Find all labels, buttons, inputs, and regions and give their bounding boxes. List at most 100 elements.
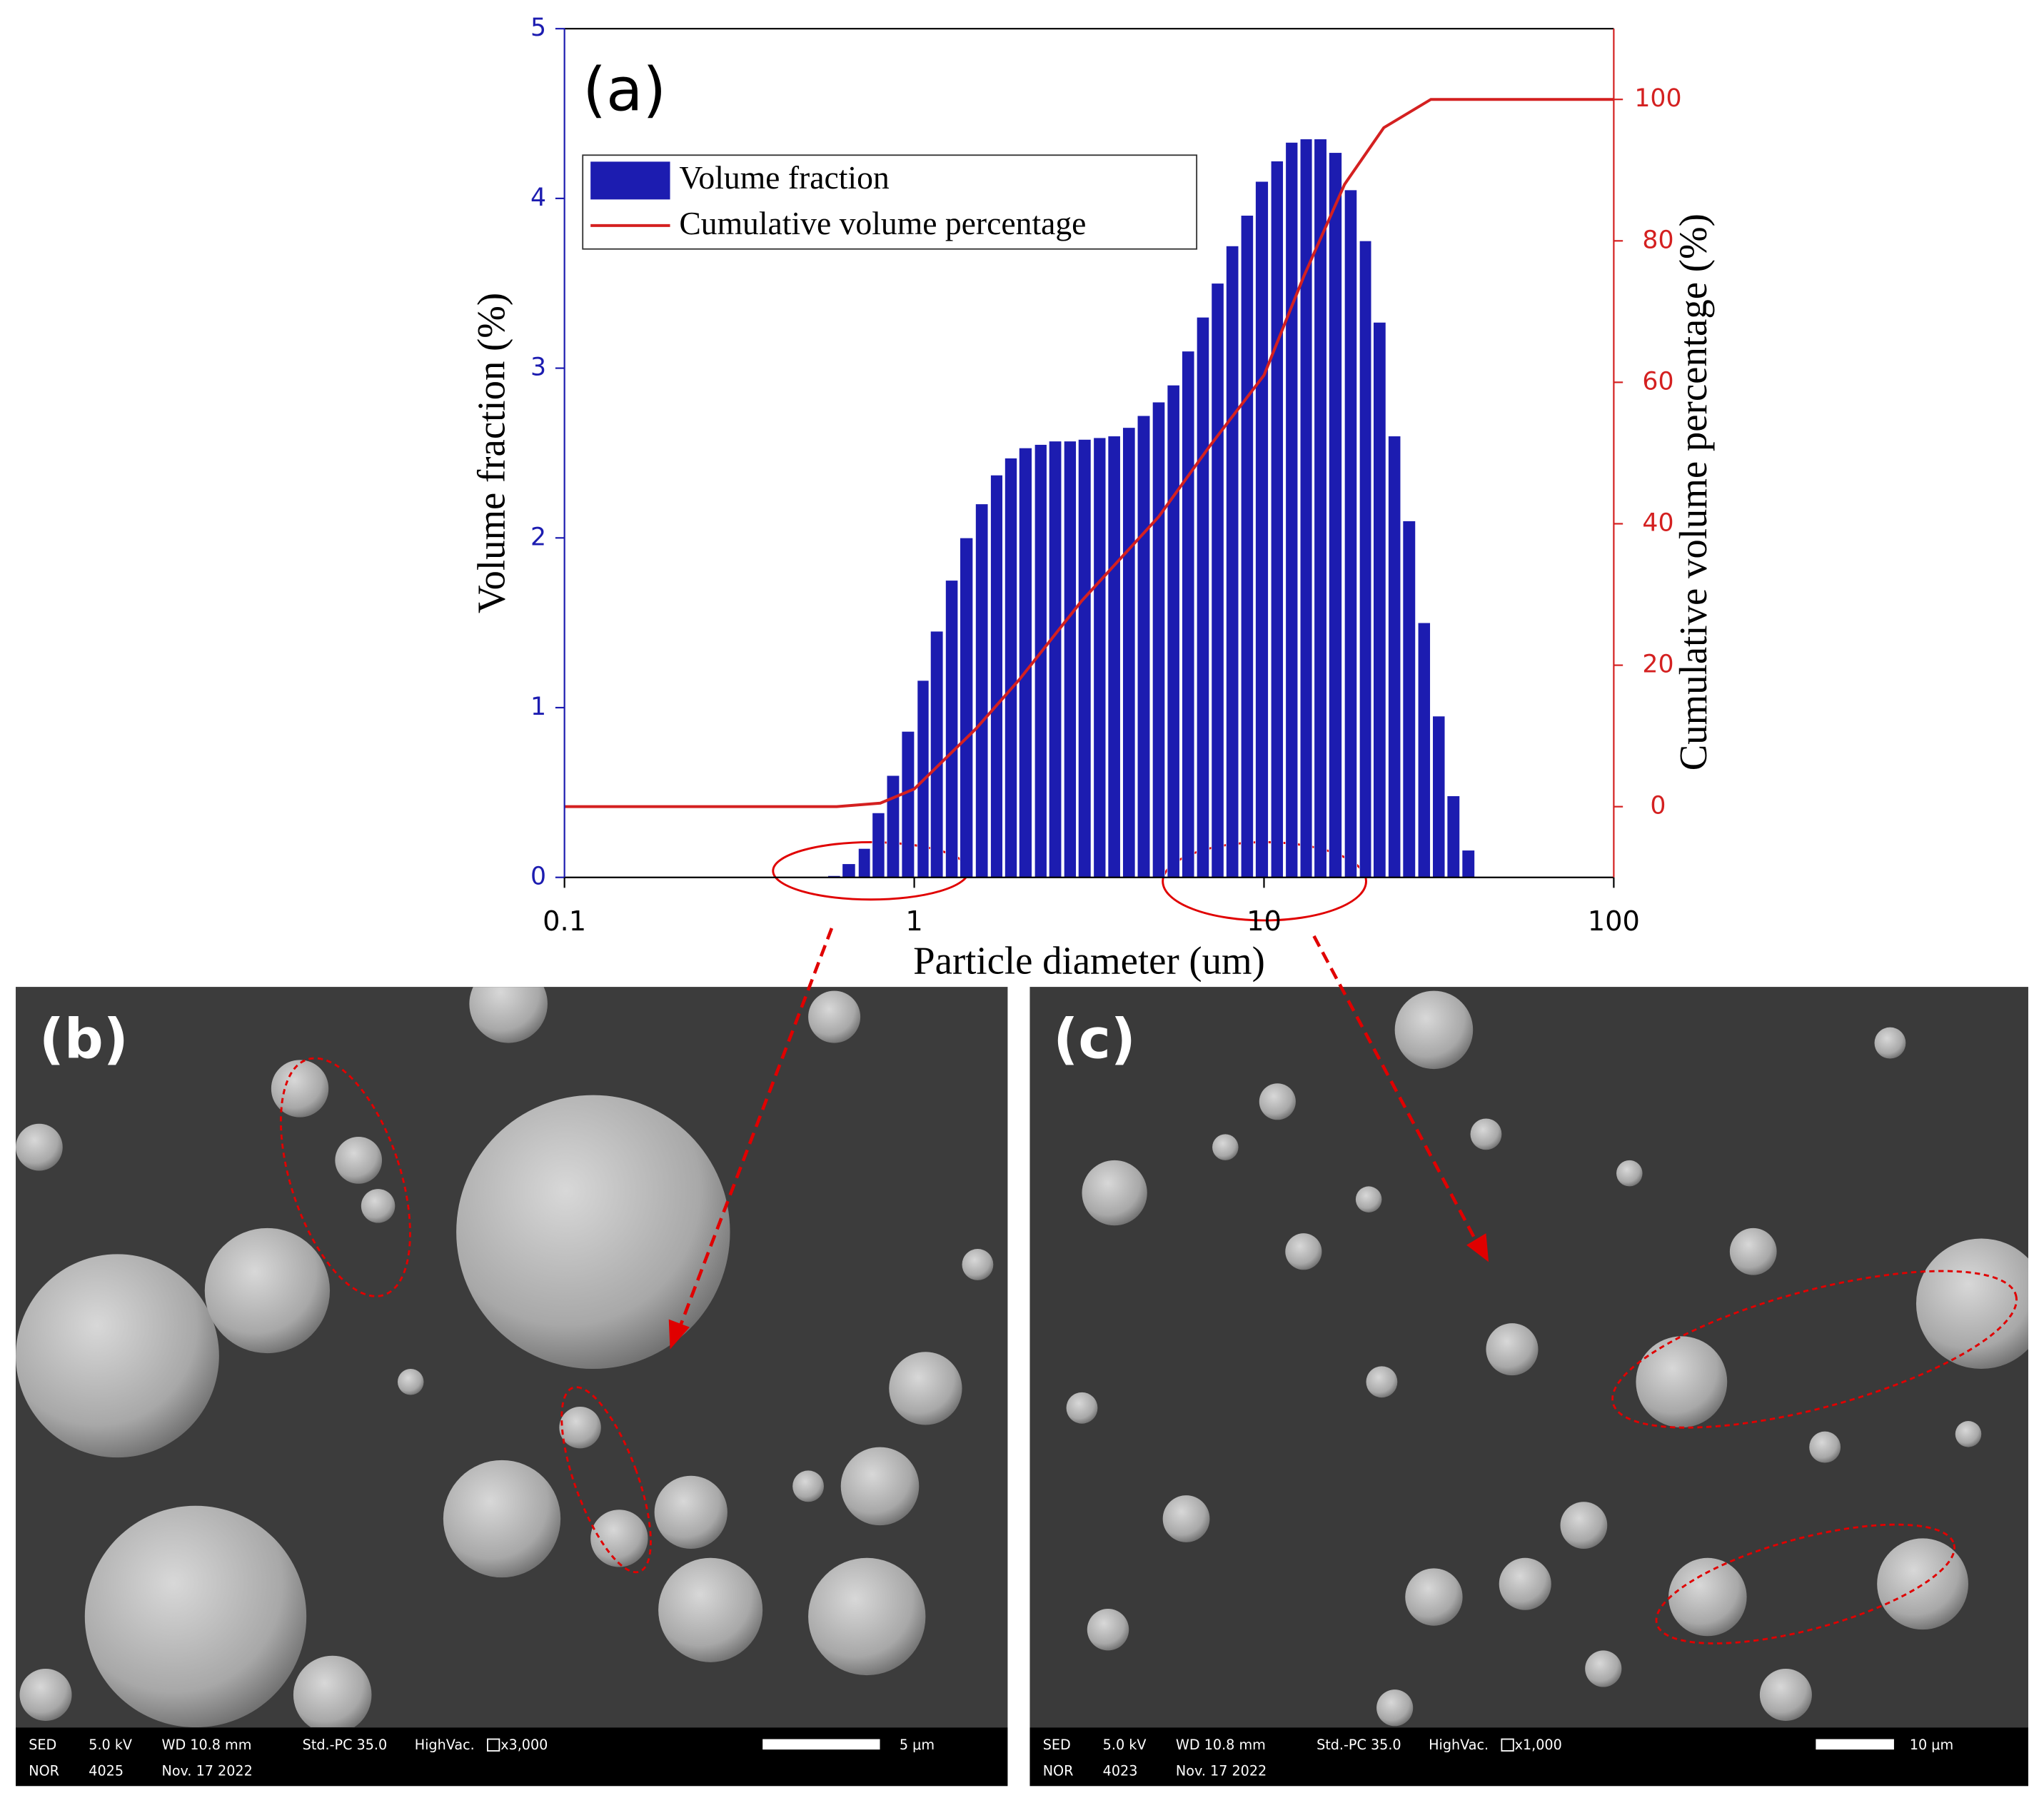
bar [1299, 139, 1313, 878]
bar [1359, 240, 1372, 878]
y2-tick-label: 100 [1634, 84, 1681, 113]
info-text: 5.0 kV [89, 1737, 132, 1753]
bar [872, 813, 885, 878]
cumulative-line [564, 98, 1614, 808]
bar [1122, 427, 1136, 878]
scale-bar [1816, 1739, 1894, 1750]
scale-label: 5 μm [900, 1737, 935, 1753]
bar [1432, 715, 1446, 878]
info-text: NOR [1043, 1763, 1074, 1779]
bar [1167, 384, 1180, 878]
x-tick-label: 100 [1588, 905, 1640, 938]
bar [858, 848, 871, 878]
bar [1255, 181, 1269, 878]
legend-label: Cumulative volume percentage [679, 205, 1086, 241]
bar [930, 631, 944, 878]
legend-swatch [590, 161, 670, 200]
y2-tick-label: 60 [1642, 367, 1673, 396]
camera-icon [1501, 1738, 1514, 1752]
y-tick-label: 2 [530, 523, 546, 551]
legend-label: Volume fraction [679, 159, 890, 196]
bar [945, 580, 959, 878]
bar [1137, 415, 1151, 878]
info-text: SED [1043, 1737, 1071, 1753]
panels: (b) SED 5.0 kV WD 10.8 mm Std.-PC 35.0 HighVa… [16, 1008, 2028, 1787]
bar [1461, 850, 1475, 878]
bar [1285, 142, 1299, 878]
bar [1034, 444, 1047, 878]
y-axis-label: Volume fraction (%) [469, 293, 513, 613]
x-tick-label: 10 [1247, 905, 1282, 938]
legend-box [582, 154, 1198, 250]
y2-tick-label: 80 [1642, 226, 1673, 254]
bar [1417, 622, 1431, 878]
bar [1152, 401, 1166, 878]
info-bar [16, 1727, 1008, 1787]
bar [975, 503, 989, 878]
y2-axis-label: Cumulative volume percentage (%) [1671, 214, 1715, 770]
info-text: HighVac. [415, 1737, 475, 1753]
bar [1019, 447, 1032, 878]
bar [1402, 521, 1416, 878]
bar [1196, 316, 1209, 878]
bar [1329, 152, 1342, 878]
chart-title: (a) [583, 54, 666, 124]
info-text: 4023 [1103, 1763, 1138, 1779]
info-text: 5.0 kV [1103, 1737, 1147, 1753]
info-text: x1,000 [1515, 1737, 1562, 1753]
info-text: Nov. 17 2022 [1176, 1763, 1267, 1779]
bar [1240, 215, 1254, 878]
info-text: Nov. 17 2022 [162, 1763, 253, 1779]
bar [1226, 246, 1239, 878]
bar [1107, 436, 1121, 878]
bar [1005, 458, 1017, 878]
annotations [279, 840, 2018, 1644]
bar [960, 537, 974, 878]
bar [1093, 437, 1107, 878]
info-text: WD 10.8 mm [162, 1737, 252, 1753]
info-bar [1029, 1727, 2028, 1787]
sem-image-c [1029, 987, 2028, 1728]
y-tick-label: 3 [530, 353, 546, 382]
y-tick-label: 5 [530, 14, 546, 42]
panel-label: (b) [39, 1008, 129, 1072]
bar [1446, 795, 1460, 878]
bar [1211, 283, 1224, 878]
info-text: NOR [29, 1763, 59, 1779]
bar [1182, 351, 1195, 878]
info-text: Std.-PC 35.0 [1316, 1737, 1401, 1753]
bar [1344, 189, 1357, 878]
bar [990, 474, 1003, 878]
bar [1270, 161, 1284, 878]
info-text: Std.-PC 35.0 [303, 1737, 388, 1753]
info-text: SED [29, 1737, 56, 1753]
scale-bar [762, 1739, 880, 1750]
bar [901, 730, 915, 878]
info-text: x3,000 [500, 1737, 548, 1753]
bar [1388, 436, 1401, 878]
bar [1373, 322, 1386, 878]
info-text: HighVac. [1429, 1737, 1489, 1753]
y-tick-label: 1 [530, 693, 546, 721]
y2-tick-label: 20 [1642, 651, 1673, 679]
y-tick-label: 0 [530, 863, 546, 891]
scale-label: 10 μm [1910, 1737, 1953, 1753]
bar [1077, 439, 1092, 878]
bar [1048, 441, 1062, 878]
y-tick-label: 4 [530, 184, 546, 212]
sem-image-b [16, 987, 1008, 1728]
panel-label: (c) [1053, 1008, 1136, 1072]
x-tick-label: 1 [905, 905, 922, 938]
bar [886, 775, 900, 878]
x-axis-label: Particle diameter (um) [913, 939, 1265, 983]
info-text: 4025 [89, 1763, 124, 1779]
x-tick-label: 0.1 [543, 905, 586, 938]
info-text: WD 10.8 mm [1176, 1737, 1266, 1753]
y2-tick-label: 0 [1650, 792, 1666, 820]
bar [842, 863, 856, 878]
chart: 0 1 2 3 4 5 0 20 40 60 80 100 0.1 1 10 100 Particle diam… [469, 14, 1714, 982]
y2-tick-label: 40 [1642, 508, 1673, 537]
camera-icon [487, 1738, 500, 1752]
bar [1063, 441, 1077, 878]
